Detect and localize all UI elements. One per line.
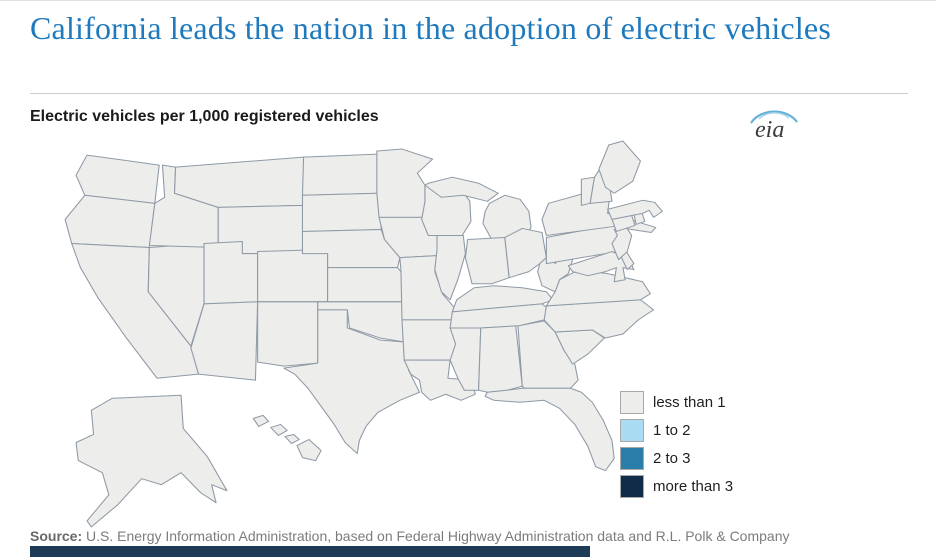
eia-logo-inner-swoosh-icon — [758, 112, 790, 120]
source-label: Source: — [30, 528, 83, 544]
state-MA — [607, 199, 663, 220]
state-MT — [173, 156, 305, 208]
state-AL — [478, 325, 523, 393]
us-map — [64, 140, 663, 528]
legend-swatch — [620, 419, 644, 442]
eia-logo-text: eia — [755, 117, 784, 143]
state-HI-maui — [284, 433, 300, 445]
state-SD — [301, 192, 382, 232]
bottom-bar — [30, 546, 590, 557]
state-IL — [434, 234, 466, 301]
eia-logo-swoosh-icon — [750, 110, 798, 124]
state-NC — [543, 299, 655, 339]
legend-swatch — [620, 391, 644, 414]
state-IN — [464, 236, 510, 285]
legend-label: more than 3 — [653, 478, 734, 495]
legend-item: 1 to 2 — [620, 419, 733, 442]
state-LA — [403, 359, 476, 401]
state-ND — [301, 153, 380, 196]
state-HI-kauai — [252, 414, 270, 427]
state-AK — [75, 394, 228, 528]
state-CO — [257, 249, 329, 303]
legend-item: 2 to 3 — [620, 447, 733, 470]
source-text: U.S. Energy Information Administration, … — [82, 528, 790, 544]
legend-item: more than 3 — [620, 475, 733, 498]
legend-item: less than 1 — [620, 391, 733, 414]
eia-logo: eia — [746, 103, 802, 145]
state-OR — [64, 194, 156, 249]
states-group — [64, 140, 663, 528]
state-NM — [257, 301, 319, 367]
state-TX — [283, 309, 421, 455]
state-MI-upper — [424, 176, 499, 202]
state-HI-big-island — [296, 438, 322, 462]
legend-swatch — [620, 447, 644, 470]
source-line: Source: U.S. Energy Information Administ… — [30, 528, 920, 544]
state-FL — [484, 387, 615, 472]
legend-label: less than 1 — [653, 394, 726, 411]
legend-label: 2 to 3 — [653, 450, 691, 467]
title-divider — [30, 93, 908, 94]
state-AZ — [190, 301, 259, 381]
page-title[interactable]: California leads the nation in the adopt… — [30, 10, 831, 46]
map-legend: less than 1 1 to 2 2 to 3 more than 3 — [620, 391, 733, 503]
state-KS — [327, 267, 405, 303]
state-HI-oahu — [270, 423, 288, 436]
legend-label: 1 to 2 — [653, 422, 691, 439]
chart-title: Electric vehicles per 1,000 registered v… — [30, 108, 379, 125]
legend-swatch — [620, 475, 644, 498]
eia-logo-graphic: eia — [750, 110, 798, 143]
state-ME — [598, 140, 641, 194]
